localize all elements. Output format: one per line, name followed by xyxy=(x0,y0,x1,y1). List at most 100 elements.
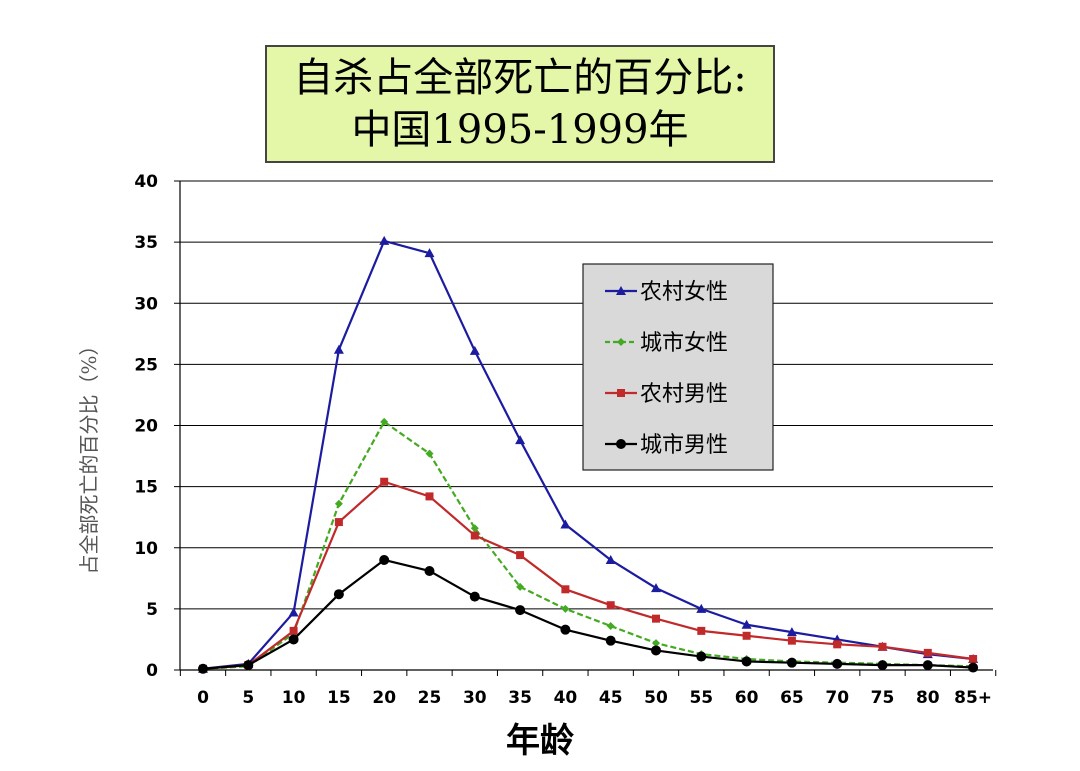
data-point xyxy=(424,565,435,576)
data-point xyxy=(968,662,979,673)
data-point xyxy=(379,235,390,245)
x-tick-label: 40 xyxy=(554,688,578,708)
data-point xyxy=(696,603,707,613)
y-axis-title: 占全部死亡的百分比（%） xyxy=(77,335,101,574)
y-tick-label: 40 xyxy=(134,172,158,192)
data-point xyxy=(651,645,661,656)
legend-label: 农村男性 xyxy=(640,382,728,407)
data-point xyxy=(922,660,933,671)
data-point xyxy=(198,663,208,674)
data-point xyxy=(652,639,660,648)
data-point xyxy=(425,449,434,458)
x-tick-label: 80 xyxy=(916,688,940,708)
y-tick-label: 10 xyxy=(134,539,158,559)
y-tick-label: 20 xyxy=(134,417,158,437)
legend-item: 城市男性 xyxy=(605,433,728,458)
data-point xyxy=(878,642,887,651)
data-point xyxy=(561,604,570,613)
data-point xyxy=(380,477,389,486)
series-line xyxy=(202,239,974,670)
data-point xyxy=(424,248,435,258)
data-point xyxy=(334,518,343,527)
x-tick-label: 45 xyxy=(599,688,623,708)
y-tick-label: 35 xyxy=(134,233,158,253)
legend-label: 城市男性 xyxy=(640,433,728,458)
data-point xyxy=(833,640,842,649)
x-tick-label: 20 xyxy=(372,688,396,708)
chart-title-box: 自杀占全部死亡的百分比: 中国1995-1999年 xyxy=(265,45,775,163)
chart-title-line1: 自杀占全部死亡的百分比: xyxy=(293,55,747,101)
data-point xyxy=(832,658,843,669)
y-tick-label: 0 xyxy=(146,661,158,681)
data-point xyxy=(333,344,344,354)
data-point xyxy=(786,657,797,668)
x-axis-title: 年龄 xyxy=(506,721,574,761)
data-point xyxy=(696,651,707,662)
x-tick-label: 5 xyxy=(242,688,254,708)
data-point xyxy=(470,524,479,533)
legend-item: 农村男性 xyxy=(605,382,728,407)
data-point xyxy=(380,417,389,426)
data-point xyxy=(516,582,525,591)
series-line xyxy=(202,558,974,670)
data-point xyxy=(742,631,751,640)
data-point xyxy=(969,654,978,663)
x-tick-label: 55 xyxy=(689,688,713,708)
legend-marker xyxy=(617,338,625,346)
data-point xyxy=(560,624,571,635)
data-point xyxy=(288,607,299,617)
chart-title-line2: 中国1995-1999年 xyxy=(351,107,689,153)
data-point xyxy=(605,635,616,646)
data-point xyxy=(606,601,615,610)
data-point xyxy=(923,648,932,657)
y-tick-label: 30 xyxy=(134,294,158,314)
x-tick-label: 85+ xyxy=(954,688,992,708)
data-point xyxy=(333,589,344,600)
data-point xyxy=(515,435,526,445)
data-point xyxy=(288,634,299,645)
legend-marker xyxy=(617,389,625,397)
series-4 xyxy=(198,554,979,674)
data-point xyxy=(334,499,343,508)
data-point xyxy=(787,636,796,645)
x-tick-label: 50 xyxy=(644,688,668,708)
data-point xyxy=(469,591,480,602)
x-tick-label: 35 xyxy=(508,688,532,708)
y-tick-label: 5 xyxy=(146,600,158,620)
data-point xyxy=(652,614,660,623)
data-point xyxy=(651,583,661,593)
x-tick-label: 75 xyxy=(871,688,895,708)
legend-marker xyxy=(616,439,626,449)
data-point xyxy=(605,554,616,564)
x-tick-label: 10 xyxy=(282,688,306,708)
data-point xyxy=(697,626,706,635)
y-tick-label: 25 xyxy=(134,355,158,375)
legend-box xyxy=(582,263,774,471)
data-point xyxy=(561,585,570,594)
legend-marker xyxy=(616,286,626,295)
data-point xyxy=(515,605,526,616)
data-point xyxy=(243,660,254,671)
data-point xyxy=(786,627,797,637)
x-tick-label: 15 xyxy=(327,688,351,708)
data-point xyxy=(606,621,615,630)
legend-item: 城市女性 xyxy=(605,331,728,356)
data-point xyxy=(741,656,752,667)
data-point xyxy=(470,531,479,540)
legend-label: 城市女性 xyxy=(640,331,728,356)
data-point xyxy=(425,492,434,501)
legend-item: 农村女性 xyxy=(605,280,728,305)
x-tick-label: 65 xyxy=(780,688,804,708)
data-point xyxy=(877,660,888,671)
data-point xyxy=(469,345,480,355)
data-point xyxy=(741,619,752,629)
series-line xyxy=(202,480,974,670)
y-tick-label: 15 xyxy=(134,478,158,498)
x-tick-label: 60 xyxy=(735,688,759,708)
series-line xyxy=(202,420,974,670)
x-tick-label: 0 xyxy=(197,688,209,708)
x-tick-label: 30 xyxy=(463,688,487,708)
data-point xyxy=(379,554,390,565)
